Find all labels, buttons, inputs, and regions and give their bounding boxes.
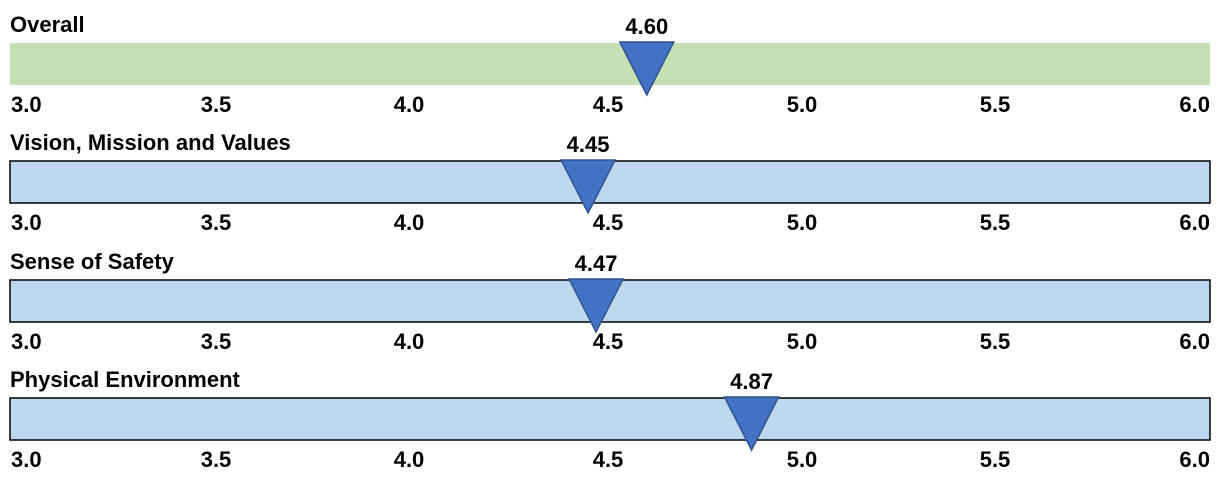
tick-label: 6.0 — [1179, 447, 1210, 472]
value-label: 4.47 — [575, 251, 618, 276]
panel-title: Sense of Safety — [10, 249, 175, 274]
tick-label: 5.5 — [980, 92, 1011, 117]
tick-label: 3.0 — [11, 210, 42, 235]
tick-label: 4.5 — [593, 92, 624, 117]
tick-label: 3.5 — [201, 210, 232, 235]
tick-label: 6.0 — [1179, 210, 1210, 235]
tick-label: 5.5 — [980, 329, 1011, 354]
tick-label: 4.5 — [593, 329, 624, 354]
tick-label: 3.5 — [201, 92, 232, 117]
tick-label: 4.0 — [394, 329, 425, 354]
tick-label: 4.5 — [593, 447, 624, 472]
tick-label: 3.0 — [11, 92, 42, 117]
gauge-panel-3: Physical Environment 4.87 3.0 3.5 4.0 4.5 5.0 5… — [9, 367, 1211, 472]
tick-label: 5.0 — [787, 210, 818, 235]
tick-label: 3.0 — [11, 329, 42, 354]
panel-title: Vision, Mission and Values — [10, 130, 291, 155]
value-label: 4.45 — [567, 132, 610, 157]
gauge-bar — [9, 397, 1211, 441]
tick-label: 5.0 — [787, 329, 818, 354]
value-marker — [559, 159, 617, 215]
tick-label: 4.0 — [394, 92, 425, 117]
tick-label: 6.0 — [1179, 329, 1210, 354]
tick-label: 3.5 — [201, 447, 232, 472]
panel-title: Physical Environment — [10, 367, 241, 392]
tick-label: 4.0 — [394, 210, 425, 235]
value-label: 4.60 — [625, 14, 668, 39]
value-marker — [618, 41, 676, 97]
panel-title: Overall — [10, 12, 85, 37]
gauge-panel-2: Sense of Safety 4.47 3.0 3.5 4.0 4.5 5.0 5.5 6.0 — [9, 249, 1211, 354]
tick-label: 4.5 — [593, 210, 624, 235]
gauge-panel-1: Vision, Mission and Values 4.45 3.0 3.5 4.0 4… — [9, 130, 1211, 235]
value-marker — [723, 396, 780, 452]
tick-label: 4.0 — [394, 447, 425, 472]
tick-label: 3.0 — [11, 447, 42, 472]
gauge-bar — [10, 43, 1210, 85]
tick-label: 5.5 — [980, 210, 1011, 235]
tick-label: 6.0 — [1179, 92, 1210, 117]
value-label: 4.87 — [730, 369, 773, 394]
tick-label: 5.5 — [980, 447, 1011, 472]
tick-label: 3.5 — [201, 329, 232, 354]
gauge-panel-0: Overall 4.60 3.0 3.5 4.0 4.5 5.0 5.5 6.0 — [10, 12, 1210, 117]
value-marker — [567, 278, 625, 334]
tick-label: 5.0 — [787, 92, 818, 117]
tick-label: 5.0 — [787, 447, 818, 472]
